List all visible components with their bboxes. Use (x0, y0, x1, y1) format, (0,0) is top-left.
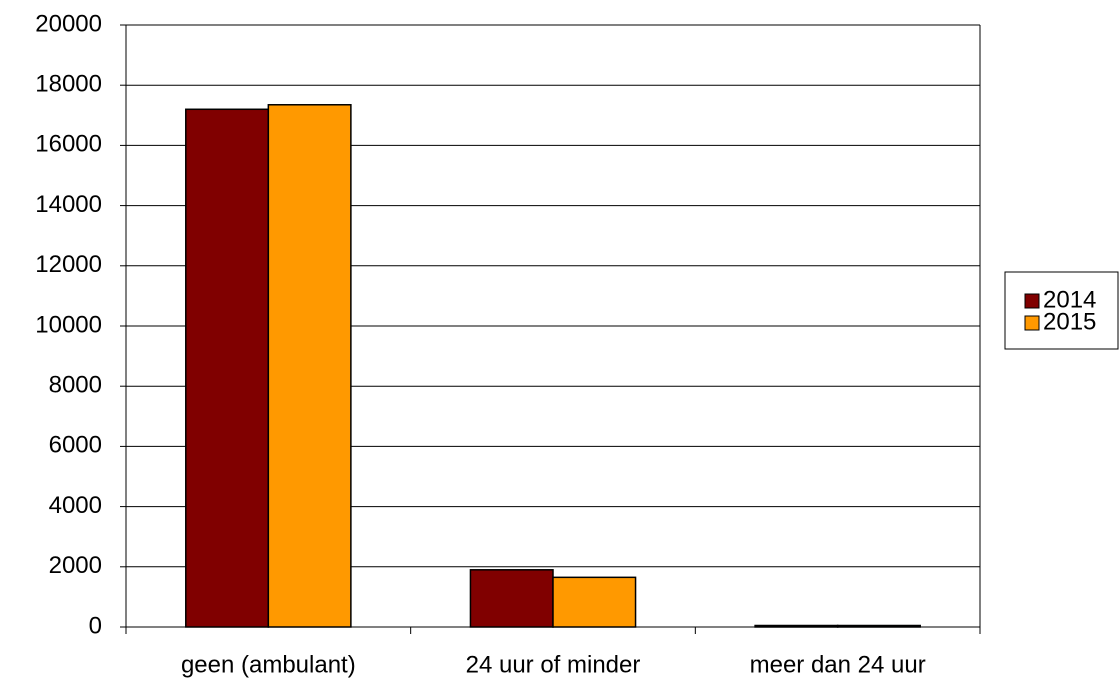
x-tick-label: 24 uur of minder (466, 651, 641, 678)
bar (185, 108, 270, 628)
bar (552, 576, 637, 628)
y-tick-label: 2000 (49, 552, 102, 579)
y-tick-label: 0 (89, 612, 102, 639)
y-tick-label: 6000 (49, 432, 102, 459)
bar (836, 624, 921, 628)
legend-label: 2014 (1043, 286, 1096, 313)
y-tick-label: 10000 (35, 311, 102, 338)
x-tick-label: meer dan 24 uur (750, 651, 926, 678)
bar (469, 569, 554, 628)
y-tick-label: 18000 (35, 71, 102, 98)
bar (754, 624, 839, 628)
y-tick-label: 14000 (35, 191, 102, 218)
legend-swatch (1024, 293, 1040, 309)
y-tick-label: 20000 (35, 10, 102, 37)
legend-box (1004, 271, 1119, 350)
y-tick-label: 4000 (49, 492, 102, 519)
x-tick-label: geen (ambulant) (181, 651, 356, 678)
legend-label: 2015 (1043, 308, 1096, 335)
y-tick-label: 16000 (35, 131, 102, 158)
y-tick-label: 8000 (49, 372, 102, 399)
y-tick-label: 12000 (35, 251, 102, 278)
legend-swatch (1024, 315, 1040, 331)
bar (267, 104, 352, 628)
